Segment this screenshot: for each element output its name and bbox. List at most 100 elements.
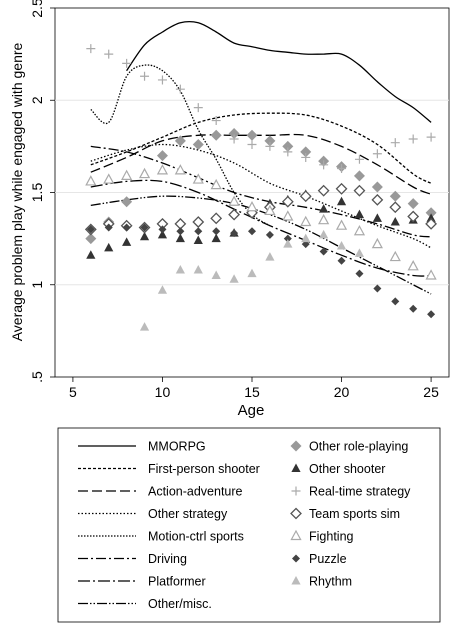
marker-rhythm: [175, 264, 185, 274]
marker-real-time-strategy: [337, 164, 347, 174]
marker-puzzle: [122, 223, 131, 232]
marker-other-role-playing: [156, 150, 168, 162]
marker-puzzle: [301, 240, 310, 249]
marker-real-time-strategy: [122, 58, 132, 68]
marker-team-sports-sim: [407, 210, 420, 223]
marker-other-shooter: [175, 233, 185, 243]
x-tick-label: 20: [334, 384, 350, 400]
marker-team-sports-sim: [371, 193, 384, 206]
marker-other-role-playing: [300, 146, 312, 158]
marker-real-time-strategy: [86, 44, 96, 54]
marker-team-sports-sim: [228, 208, 241, 221]
marker-team-sports-sim: [210, 212, 223, 225]
marker-fighting: [156, 164, 169, 175]
marker-real-time-strategy: [229, 134, 239, 144]
gridlines: [55, 99, 449, 286]
marker-other-role-playing: [282, 140, 294, 152]
marker-other-role-playing: [389, 190, 401, 202]
marker-rhythm: [283, 239, 293, 248]
marker-real-time-strategy: [265, 141, 275, 151]
marker-other-shooter: [319, 204, 329, 213]
marker-fighting: [264, 204, 276, 216]
legend-key-other-shooter: [291, 463, 301, 472]
series-line-mmorpg: [126, 20, 432, 123]
marker-rhythm: [229, 274, 239, 283]
marker-puzzle: [319, 247, 328, 256]
y-axis-label: Average problem play while engaged with …: [9, 42, 25, 341]
marker-real-time-strategy: [283, 147, 293, 157]
marker-fighting: [407, 260, 419, 271]
legend-label-other-strategy: Other strategy: [148, 507, 228, 521]
marker-puzzle: [391, 297, 400, 306]
legend-label-real-time-strategy: Real-time strategy: [309, 485, 411, 499]
marker-fighting: [282, 210, 294, 221]
marker-puzzle: [265, 230, 274, 239]
marker-real-time-strategy: [175, 84, 185, 94]
legend-label-puzzle: Puzzle: [309, 552, 347, 566]
legend-key-rhythm: [291, 576, 301, 585]
marker-puzzle: [86, 225, 95, 234]
legend-label-mmorpg: MMORPG: [148, 440, 206, 454]
marker-puzzle: [140, 223, 149, 232]
marker-fighting: [371, 237, 383, 249]
marker-fighting: [85, 175, 97, 186]
legend-key-puzzle: [292, 554, 300, 563]
legend-label-other-misc: Other/misc.: [148, 597, 212, 611]
marker-real-time-strategy: [426, 132, 436, 142]
marker-rhythm: [193, 264, 203, 274]
marker-team-sports-sim: [389, 201, 402, 214]
marker-puzzle: [373, 284, 382, 293]
legend-label-motion-ctrl-sports: Motion-ctrl sports: [148, 530, 244, 544]
marker-real-time-strategy: [354, 154, 364, 164]
legend-label-platformer: Platformer: [148, 575, 206, 589]
marker-team-sports-sim: [353, 184, 366, 197]
series-line-other-strategy: [90, 143, 432, 249]
marker-other-role-playing: [174, 135, 186, 147]
marker-team-sports-sim: [317, 184, 330, 197]
marker-other-shooter: [390, 217, 400, 226]
marker-other-role-playing: [425, 207, 437, 219]
legend-key-other-role-playing: [290, 440, 302, 452]
y-tick-label: 1.5: [29, 183, 45, 203]
legend-label-fighting: Fighting: [309, 530, 354, 544]
marker-other-shooter: [193, 235, 203, 244]
marker-fighting: [246, 200, 258, 212]
marker-rhythm: [336, 241, 347, 250]
marker-rhythm: [139, 322, 150, 331]
marker-fighting: [228, 195, 240, 206]
legend-label-driving: Driving: [148, 552, 187, 566]
marker-other-shooter: [336, 196, 347, 206]
marker-other-role-playing: [353, 170, 365, 182]
marker-puzzle: [158, 225, 167, 234]
legend-key-fighting: [290, 529, 302, 541]
axes: .5 1 1.5 2 2.5 5 10 15 20 25: [29, 0, 439, 400]
marker-other-shooter: [104, 242, 114, 252]
marker-fighting: [138, 167, 151, 179]
marker-team-sports-sim: [299, 190, 312, 203]
marker-fighting: [425, 269, 437, 280]
marker-puzzle: [283, 234, 292, 243]
marker-real-time-strategy: [372, 149, 382, 159]
marker-real-time-strategy: [247, 140, 257, 150]
marker-real-time-strategy: [157, 75, 167, 85]
series-line-first-person-shooter: [90, 112, 432, 184]
marker-other-shooter: [86, 250, 96, 259]
marker-rhythm: [301, 233, 311, 243]
x-axis-label: Age: [238, 402, 265, 419]
marker-puzzle: [248, 227, 256, 236]
marker-fighting: [300, 215, 312, 227]
legend-label-rhythm: Rhythm: [309, 575, 352, 589]
marker-puzzle: [337, 256, 346, 265]
marker-fighting: [192, 173, 204, 184]
marker-puzzle: [427, 310, 436, 319]
marker-other-role-playing: [407, 198, 419, 210]
marker-real-time-strategy: [104, 49, 114, 59]
marker-other-shooter: [139, 231, 150, 241]
series-line-platformer: [90, 179, 432, 277]
x-tick-label: 5: [69, 384, 77, 400]
marker-real-time-strategy: [301, 152, 311, 162]
marker-other-role-playing: [121, 196, 133, 208]
marker-rhythm: [354, 248, 365, 257]
y-tick-label: 2.5: [29, 0, 45, 18]
legend-box: [57, 427, 441, 623]
